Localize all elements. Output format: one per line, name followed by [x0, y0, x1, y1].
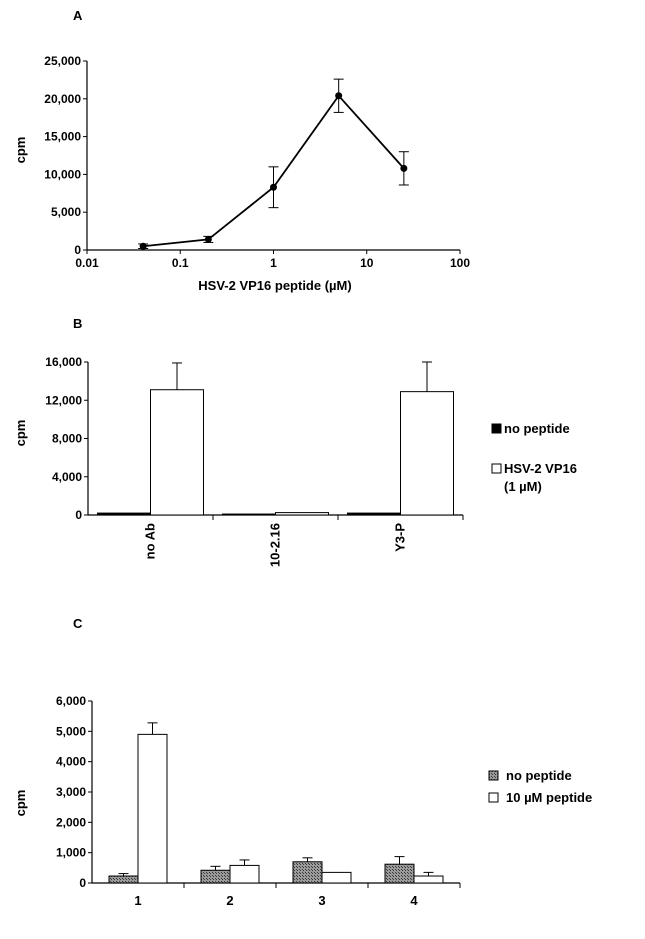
chart-a-point [139, 242, 147, 250]
legend-c-swatch-10um [488, 792, 499, 803]
chart-b-ytick-label: 12,000 [45, 393, 82, 407]
chart-c-ytick-label: 6,000 [56, 694, 86, 708]
chart-b-ytick-label: 0 [75, 508, 82, 522]
chart-a-xtick-label: 0.01 [75, 256, 99, 270]
chart-a-plot: 0 5,000 10,000 15,000 20,000 25,000 0.01 0.1 1 10… [44, 54, 470, 270]
chart-c-category-label: 4 [410, 893, 418, 908]
legend-c-no-peptide: no peptide [506, 768, 572, 783]
chart-b-bar-no-peptide [347, 512, 401, 516]
chart-b-category-label: 10-2.16 [268, 523, 283, 567]
chart-c-ytick-label: 1,000 [56, 846, 86, 860]
chart-c-bar-peptide [229, 864, 260, 884]
chart-c: C 0 1,000 2,000 3,000 4,000 5,000 6,000 1 2 3 4 cp… [13, 616, 592, 908]
chart-b: B 0 4,000 8,000 12,000 16,000 no Ab 10-2.16 Y3-… [13, 316, 577, 567]
chart-a-point [204, 235, 212, 243]
legend-c-10um: 10 µM peptide [506, 790, 592, 805]
legend-b-vp16-conc: (1 µM) [504, 479, 542, 494]
chart-a-xtick-label: 1 [270, 256, 277, 270]
chart-c-ytick-label: 0 [79, 876, 86, 890]
chart-a-point [335, 92, 343, 100]
chart-c-ylabel: cpm [13, 790, 28, 817]
chart-b-plot: 0 4,000 8,000 12,000 16,000 no Ab 10-2.16 Y3-P [45, 355, 464, 567]
chart-a-ylabel: cpm [13, 137, 28, 164]
chart-c-plot: 0 1,000 2,000 3,000 4,000 5,000 6,000 1 2 3 4 [56, 694, 461, 908]
chart-a-ytick-label: 20,000 [44, 92, 81, 106]
chart-a-ytick-label: 25,000 [44, 54, 81, 68]
chart-a-ytick-label: 15,000 [44, 130, 81, 144]
chart-a-xlabel: HSV-2 VP16 peptide (µM) [198, 278, 351, 293]
legend-b-no-peptide: no peptide [504, 421, 570, 436]
legend-b-swatch-no-peptide [491, 423, 502, 434]
chart-b-ytick-label: 8,000 [52, 432, 82, 446]
chart-a-ytick-label: 10,000 [44, 167, 81, 181]
chart-a-xtick-label: 100 [450, 256, 470, 270]
chart-c-category-label: 3 [318, 893, 325, 908]
chart-a-xtick-label: 0.1 [172, 256, 189, 270]
chart-c-bar-no-peptide [384, 863, 415, 884]
chart-c-bar-no-peptide [108, 875, 139, 884]
chart-a-ytick-label: 0 [74, 243, 81, 257]
chart-c-bar-no-peptide [200, 869, 231, 884]
chart-c-ytick-label: 2,000 [56, 815, 86, 829]
chart-b-bar-peptide [275, 512, 329, 516]
chart-a-point [400, 164, 408, 172]
chart-c-category-label: 1 [134, 893, 141, 908]
legend-c-swatch-no-peptide [488, 770, 499, 781]
chart-c-bar-peptide [137, 733, 168, 884]
chart-b-bar-no-peptide [97, 512, 151, 516]
chart-b-category-label: no Ab [143, 523, 158, 559]
chart-c-bar-no-peptide [292, 861, 323, 884]
chart-c-ytick-label: 4,000 [56, 755, 86, 769]
chart-c-ytick-label: 3,000 [56, 785, 86, 799]
chart-a: A 0 5,000 10,000 15,000 20,000 25,000 0.01 0.1 1… [13, 8, 470, 293]
chart-c-category-label: 2 [226, 893, 233, 908]
chart-b-bar-peptide [400, 391, 454, 516]
panel-a-label: A [73, 8, 83, 23]
chart-b-ytick-label: 16,000 [45, 355, 82, 369]
chart-b-legend: no peptide HSV-2 VP16 (1 µM) [491, 421, 577, 494]
chart-b-bar-peptide [150, 389, 204, 516]
legend-b-swatch-vp16 [491, 463, 502, 474]
chart-c-bar-peptide [321, 871, 352, 884]
chart-b-ytick-label: 4,000 [52, 470, 82, 484]
chart-b-category-label: Y3-P [393, 523, 408, 552]
legend-b-vp16: HSV-2 VP16 [504, 461, 577, 476]
chart-b-bar-no-peptide [222, 513, 276, 516]
chart-a-point [270, 183, 277, 191]
chart-b-ylabel: cpm [13, 420, 28, 447]
chart-c-bar-peptide [413, 875, 444, 884]
chart-a-xtick-label: 10 [360, 256, 374, 270]
chart-c-ytick-label: 5,000 [56, 724, 86, 738]
chart-a-ytick-label: 5,000 [51, 205, 81, 219]
panel-c-label: C [73, 616, 83, 631]
panel-b-label: B [73, 316, 82, 331]
chart-c-legend: no peptide 10 µM peptide [488, 768, 592, 805]
